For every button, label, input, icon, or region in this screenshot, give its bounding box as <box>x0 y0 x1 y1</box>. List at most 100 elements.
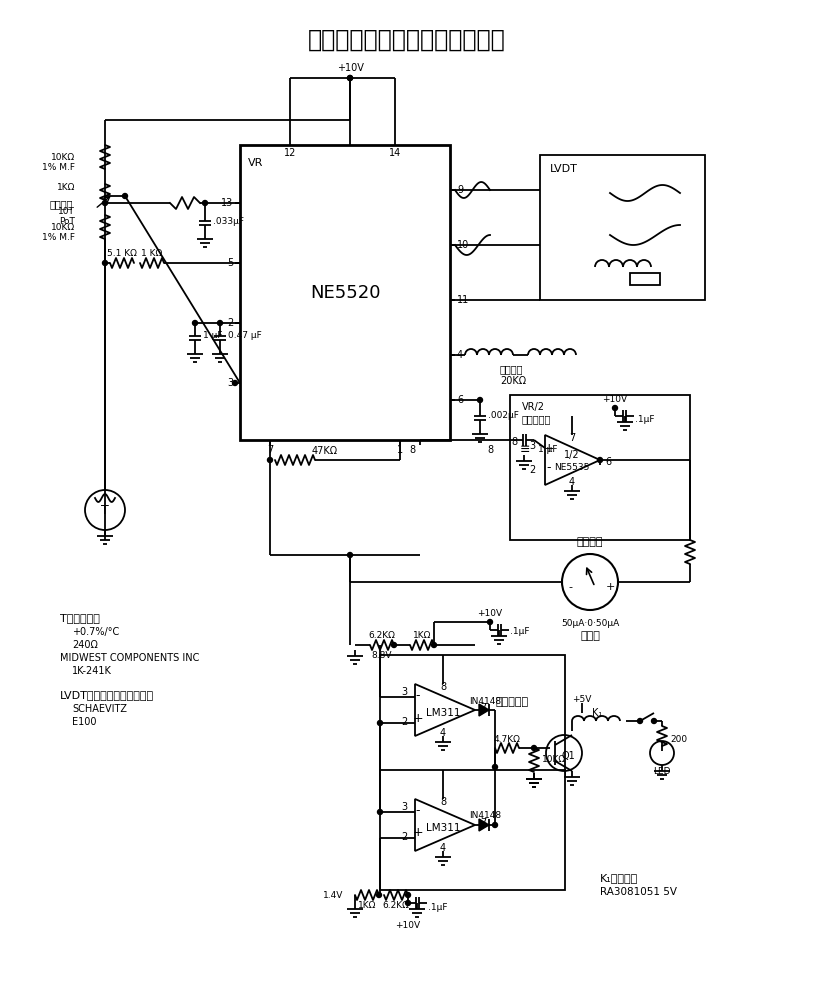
Text: 6: 6 <box>457 395 463 405</box>
Text: 9: 9 <box>457 185 463 195</box>
Circle shape <box>378 809 383 814</box>
Text: .1μF: .1μF <box>510 628 529 637</box>
Bar <box>630 273 660 285</box>
Text: 1.4V: 1.4V <box>322 891 343 900</box>
Text: LVDT: LVDT <box>550 164 578 174</box>
Text: 4: 4 <box>440 843 446 853</box>
Circle shape <box>637 718 642 724</box>
Circle shape <box>268 457 273 462</box>
Text: -: - <box>547 461 551 475</box>
Text: 5.1 KΩ: 5.1 KΩ <box>107 249 137 259</box>
Circle shape <box>348 76 352 80</box>
Text: 1 μF: 1 μF <box>538 445 558 454</box>
Bar <box>540 155 705 300</box>
Text: .002μF: .002μF <box>488 410 519 420</box>
Circle shape <box>478 397 483 402</box>
Text: 6.2KΩ: 6.2KΩ <box>369 632 396 641</box>
Text: -: - <box>416 690 420 702</box>
Text: 4: 4 <box>569 477 575 487</box>
Text: 7: 7 <box>480 818 486 828</box>
Polygon shape <box>479 704 489 716</box>
Text: 3: 3 <box>400 802 407 812</box>
Text: 200: 200 <box>670 735 687 744</box>
Text: 13: 13 <box>221 198 233 208</box>
Text: .1μF: .1μF <box>635 416 654 425</box>
Circle shape <box>122 193 128 198</box>
Circle shape <box>488 619 492 625</box>
Text: 1% M.F: 1% M.F <box>42 232 75 241</box>
Text: 8: 8 <box>511 437 517 447</box>
Text: 8: 8 <box>440 797 446 807</box>
Text: PoT: PoT <box>59 218 75 227</box>
Text: 2: 2 <box>400 717 407 727</box>
Circle shape <box>492 764 497 769</box>
Text: 缓冲放大器: 缓冲放大器 <box>522 414 551 424</box>
Text: RA3081051 5V: RA3081051 5V <box>600 887 677 897</box>
Circle shape <box>348 552 352 557</box>
Circle shape <box>377 893 382 898</box>
Text: 极限检测器: 极限检测器 <box>495 697 528 707</box>
Circle shape <box>192 321 198 326</box>
Text: NE5535: NE5535 <box>554 463 589 473</box>
Text: +: + <box>544 441 554 454</box>
Text: 3: 3 <box>400 687 407 697</box>
Text: +10V: +10V <box>478 609 502 618</box>
Text: 4: 4 <box>457 350 463 360</box>
Text: NE5520: NE5520 <box>310 284 380 301</box>
Text: 1 KΩ: 1 KΩ <box>142 249 163 259</box>
Circle shape <box>378 720 383 726</box>
Text: .033μF: .033μF <box>213 217 244 226</box>
Bar <box>240 145 450 440</box>
Text: K₁: K₁ <box>592 708 602 718</box>
Text: 5: 5 <box>227 258 233 268</box>
Text: LED: LED <box>654 766 671 776</box>
Text: 1KΩ: 1KΩ <box>358 901 376 909</box>
Circle shape <box>217 321 222 326</box>
Circle shape <box>233 381 238 386</box>
Text: 1: 1 <box>397 445 403 455</box>
Text: 10KΩ: 10KΩ <box>542 755 566 764</box>
Circle shape <box>405 901 410 905</box>
Text: Q1: Q1 <box>561 751 575 761</box>
Text: +10V: +10V <box>602 395 628 404</box>
Text: 1% M.F: 1% M.F <box>42 163 75 172</box>
Text: +: + <box>413 827 423 840</box>
Text: 8: 8 <box>487 445 493 455</box>
Text: 7: 7 <box>569 433 575 443</box>
Text: 3: 3 <box>529 441 535 451</box>
Text: -: - <box>568 582 572 592</box>
Text: 直线可变差动变压器驱动解调器: 直线可变差动变压器驱动解调器 <box>309 28 505 52</box>
Bar <box>510 395 690 540</box>
Text: 位移指示: 位移指示 <box>577 537 603 547</box>
Text: 6.2KΩ: 6.2KΩ <box>383 901 409 909</box>
Text: 3: 3 <box>227 378 233 388</box>
Text: 1K-241K: 1K-241K <box>72 666 112 676</box>
Text: 7: 7 <box>480 703 486 713</box>
Text: 2: 2 <box>227 318 233 328</box>
Text: 10KΩ: 10KΩ <box>50 223 75 232</box>
Text: 7: 7 <box>267 445 274 455</box>
Text: 补偿调节: 补偿调节 <box>50 199 73 209</box>
Text: T: T <box>101 503 109 517</box>
Text: 12: 12 <box>284 148 296 158</box>
Text: VR/2: VR/2 <box>522 402 545 412</box>
Text: T－热敏电阔: T－热敏电阔 <box>60 613 100 623</box>
Text: LM311: LM311 <box>426 708 460 718</box>
Circle shape <box>651 718 657 724</box>
Text: IN4148: IN4148 <box>469 811 501 820</box>
Circle shape <box>431 643 436 647</box>
Circle shape <box>597 457 602 462</box>
Text: 2: 2 <box>529 465 535 475</box>
Text: 14: 14 <box>389 148 401 158</box>
Text: +10V: +10V <box>336 63 363 73</box>
Circle shape <box>103 200 107 205</box>
Circle shape <box>392 643 396 647</box>
Circle shape <box>103 261 107 266</box>
Text: 0.47 μF: 0.47 μF <box>228 332 262 340</box>
Circle shape <box>203 200 208 205</box>
Text: +10V: +10V <box>396 920 421 930</box>
Circle shape <box>612 405 618 410</box>
Text: MIDWEST COMPONENTS INC: MIDWEST COMPONENTS INC <box>60 653 199 663</box>
Text: VR: VR <box>248 158 264 168</box>
Text: 20KΩ: 20KΩ <box>500 376 526 386</box>
